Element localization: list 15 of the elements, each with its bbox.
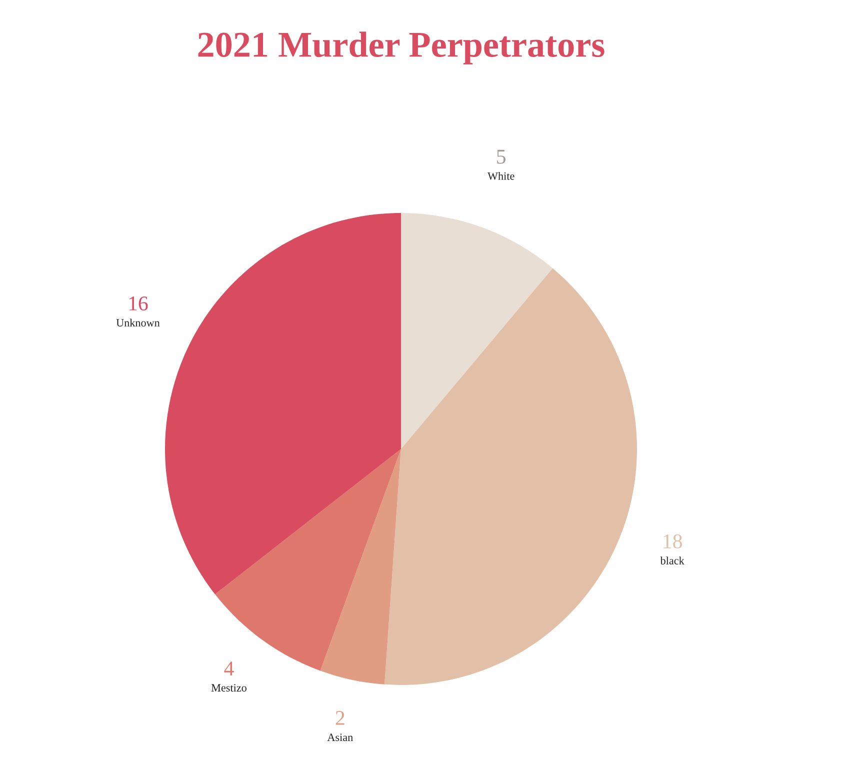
pie-slice	[401, 213, 553, 449]
chart-title: 2021 Murder Perpetrators	[198, 32, 604, 64]
data-label: 2	[336, 711, 344, 725]
slice-label: White	[488, 172, 514, 180]
slice-label: Unknown	[116, 318, 160, 327]
pie-slice	[165, 213, 401, 594]
slice-label: Asian	[327, 734, 353, 742]
data-label: 18	[664, 534, 682, 548]
slice-label: black	[660, 556, 684, 564]
pie-slice	[384, 268, 637, 685]
data-label: 5	[497, 150, 506, 164]
pie-slice	[320, 449, 401, 684]
data-label: 16	[129, 296, 148, 310]
slice-label: Mestizo	[211, 684, 246, 692]
data-label: 4	[224, 662, 234, 676]
